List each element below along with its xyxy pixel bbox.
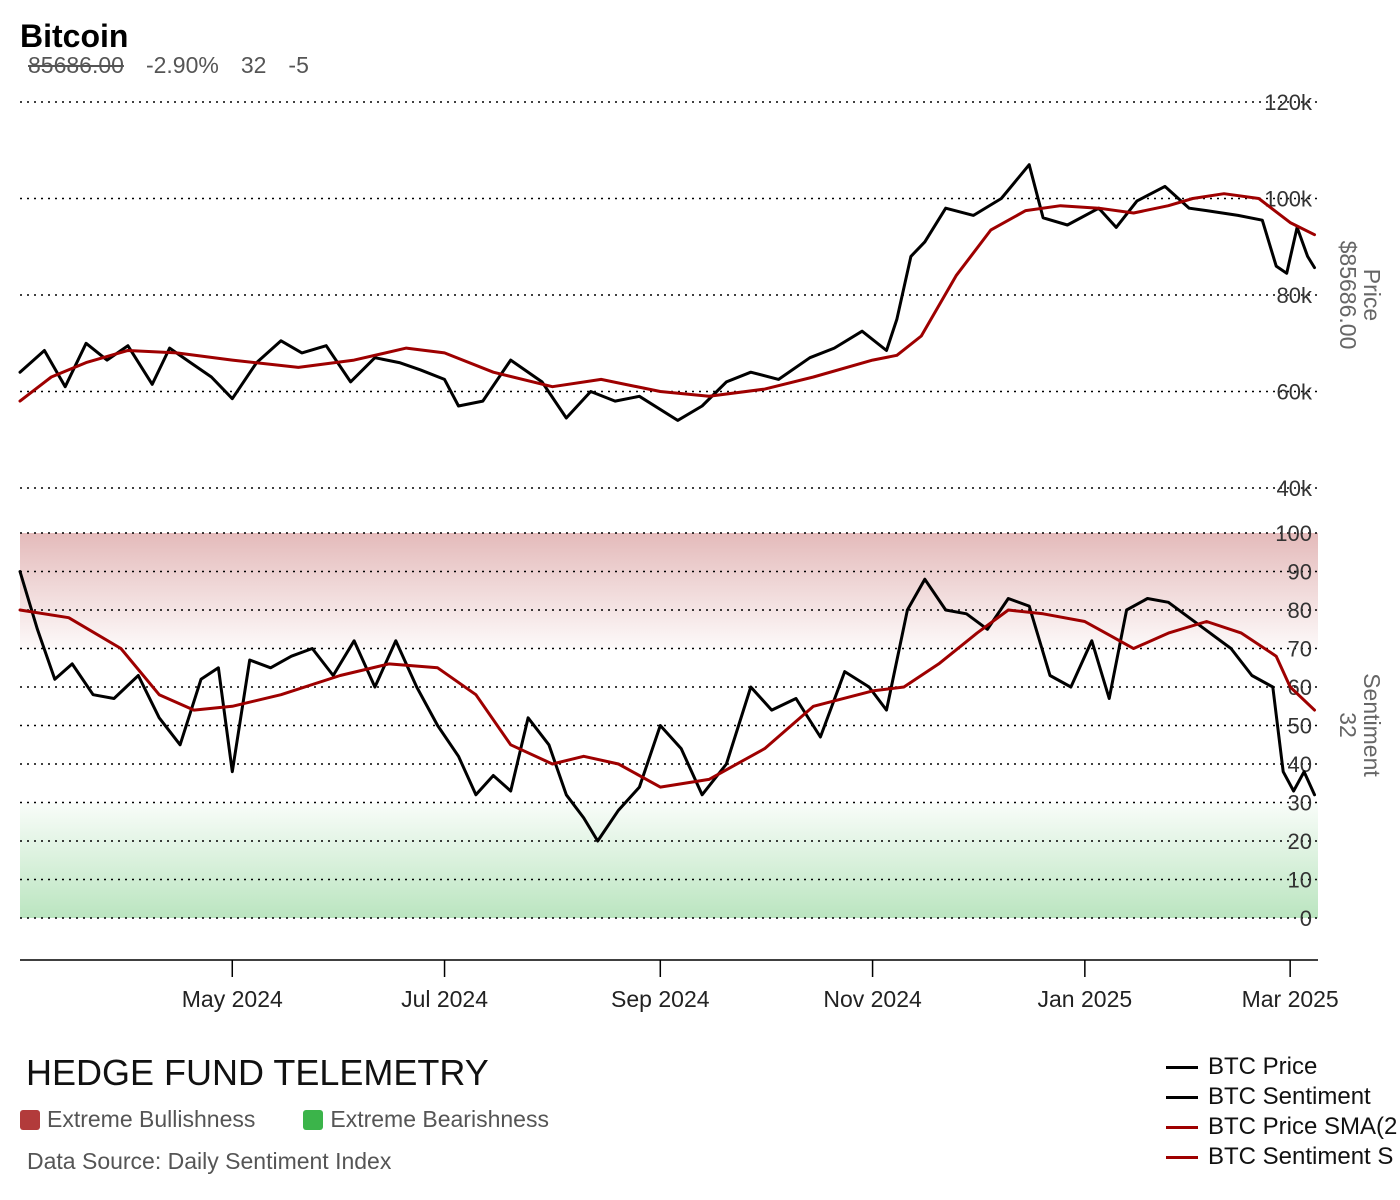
price-axis-label-title: Price: [1359, 269, 1385, 321]
price-axis-label-value: $85686.00: [1335, 241, 1361, 350]
legend-line-icon: [1166, 1125, 1198, 1129]
chart-svg: 40k60k80k100k120k0102030405060708090100M…: [18, 90, 1385, 1012]
price-axis-label: Price$85686.00: [1335, 241, 1385, 350]
stats-row: 85686.00 -2.90% 32 -5: [28, 52, 331, 79]
zone-bear: Extreme Bearishness: [303, 1106, 549, 1133]
sentiment-value: 32: [240, 52, 267, 78]
data-source: Data Source: Daily Sentiment Index: [27, 1148, 392, 1174]
sentiment-tick-label: 20: [1288, 829, 1312, 854]
x-tick-label: Jan 2025: [1038, 986, 1133, 1012]
legend-line-icon: [1166, 1065, 1198, 1069]
series-legend: BTC Price BTC Sentiment BTC Price SMA(2 …: [1166, 1052, 1400, 1172]
change-percent: -2.90%: [145, 52, 219, 78]
sentiment-tick-label: 70: [1288, 637, 1312, 662]
legend-label: BTC Sentiment S: [1208, 1143, 1394, 1170]
sentiment-tick-label: 90: [1288, 560, 1312, 585]
x-tick-label: Jul 2024: [401, 986, 488, 1012]
legend-item-sentiment-sma[interactable]: BTC Sentiment S: [1166, 1142, 1400, 1172]
price-sma-line: [18, 192, 1316, 403]
price-tick-label: 40k: [1277, 476, 1313, 501]
legend-item-price-sma[interactable]: BTC Price SMA(2: [1166, 1112, 1400, 1142]
sentiment-change: -5: [288, 52, 309, 78]
zone-bull: Extreme Bullishness: [20, 1106, 255, 1133]
sentiment-axis-label-value: 32: [1335, 712, 1361, 738]
last-price: 85686.00: [28, 52, 124, 78]
legend-line-icon: [1166, 1095, 1198, 1099]
bear-zone-band: [20, 802, 1318, 918]
brand-name: HEDGE FUND TELEMETRY: [26, 1052, 489, 1093]
bull-swatch-icon: [20, 1109, 40, 1130]
sentiment-line: [18, 570, 1316, 843]
sentiment-tick-label: 10: [1288, 868, 1312, 893]
x-tick-label: May 2024: [182, 986, 283, 1012]
zone-bear-label: Extreme Bearishness: [330, 1106, 549, 1132]
sentiment-tick-label: 30: [1288, 791, 1312, 816]
sentiment-tick-label: 100: [1275, 521, 1312, 546]
price-tick-label: 60k: [1277, 380, 1313, 405]
legend-label: BTC Price: [1208, 1053, 1318, 1080]
price-line: [18, 163, 1316, 422]
sentiment-tick-label: 40: [1288, 752, 1312, 777]
x-tick-label: Nov 2024: [823, 986, 922, 1012]
legend-item-sentiment[interactable]: BTC Sentiment: [1166, 1082, 1400, 1112]
x-tick-label: Mar 2025: [1242, 986, 1339, 1012]
legend-item-price[interactable]: BTC Price: [1166, 1052, 1400, 1082]
chart-title: Bitcoin: [20, 18, 129, 54]
sentiment-axis-label-title: Sentiment: [1359, 673, 1385, 777]
legend-label: BTC Sentiment: [1208, 1083, 1371, 1110]
sentiment-tick-label: 50: [1288, 714, 1312, 739]
bear-swatch-icon: [303, 1109, 324, 1130]
legend-line-icon: [1166, 1155, 1198, 1159]
x-tick-label: Sep 2024: [611, 986, 710, 1012]
zone-bull-label: Extreme Bullishness: [47, 1106, 256, 1132]
sentiment-tick-label: 0: [1300, 906, 1312, 931]
zone-legend: Extreme Bullishness Extreme Bearishness: [20, 1106, 597, 1133]
legend-label: BTC Price SMA(2: [1208, 1113, 1398, 1140]
sentiment-sma-line: [18, 608, 1316, 789]
sentiment-tick-label: 80: [1288, 598, 1312, 623]
price-tick-label: 80k: [1277, 283, 1313, 308]
price-tick-label: 120k: [1264, 90, 1313, 115]
